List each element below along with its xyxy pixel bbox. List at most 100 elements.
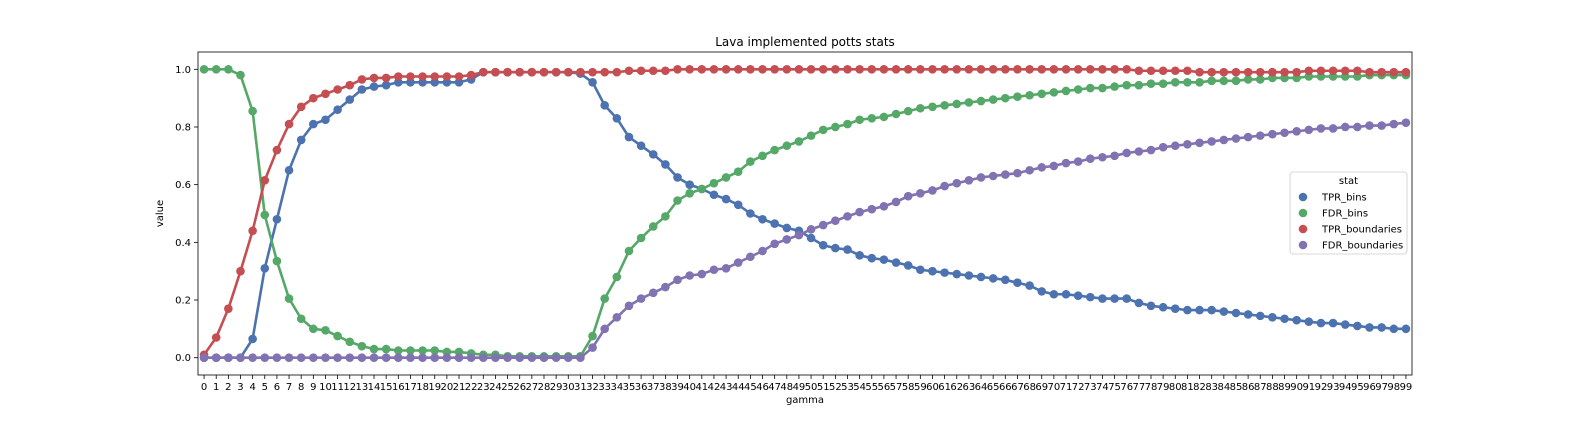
x-tick-label: 61 — [938, 382, 951, 393]
data-point — [964, 271, 974, 280]
data-point — [685, 180, 694, 189]
data-point — [661, 212, 670, 221]
x-tick-label: 21 — [453, 382, 466, 393]
data-point — [697, 184, 707, 194]
x-tick-label: 25 — [501, 382, 514, 393]
x-tick-label: 62 — [950, 382, 963, 393]
data-point — [211, 353, 221, 363]
data-point — [636, 294, 646, 303]
data-point — [1098, 83, 1107, 93]
x-tick-label: 36 — [635, 382, 648, 393]
data-point — [879, 201, 889, 211]
data-point — [588, 67, 597, 77]
data-point — [916, 65, 925, 74]
x-tick-label: 1 — [213, 382, 219, 393]
series-line — [203, 68, 1406, 356]
data-point — [1268, 313, 1277, 322]
data-point — [491, 67, 500, 77]
data-point — [1365, 323, 1374, 332]
data-point — [1025, 90, 1034, 100]
x-tick-label: 76 — [1120, 382, 1133, 393]
data-point — [1061, 158, 1071, 168]
data-point — [903, 65, 913, 74]
axes-layer: 0.00.20.40.60.81.00 1 2 3 4 5 6 7 8 9 10 11 12 13 14 15… — [175, 65, 1412, 393]
data-point — [309, 353, 318, 363]
data-point — [758, 65, 767, 74]
x-tick-label: 72 — [1072, 382, 1085, 393]
data-point — [1170, 141, 1180, 151]
x-tick-label: 57 — [890, 382, 903, 393]
x-tick-label: 7 — [286, 382, 292, 393]
data-point — [758, 151, 767, 161]
data-point — [685, 271, 694, 280]
data-point — [357, 353, 367, 363]
data-point — [406, 346, 415, 355]
x-tick-label: 64 — [975, 382, 988, 393]
data-point — [867, 65, 877, 74]
data-point — [855, 207, 864, 217]
data-point — [1292, 315, 1301, 325]
data-point — [612, 114, 622, 123]
data-point — [733, 65, 743, 74]
data-point — [903, 106, 913, 116]
data-point — [296, 102, 306, 112]
data-point — [1013, 168, 1022, 178]
x-tick-label: 54 — [853, 382, 866, 393]
x-tick-label: 51 — [817, 382, 830, 393]
series-FDR_boundaries — [199, 118, 1411, 363]
x-tick-label: 83 — [1205, 382, 1218, 393]
x-tick-label: 46 — [756, 382, 769, 393]
x-tick-label: 97 — [1375, 382, 1388, 393]
data-point — [1073, 157, 1083, 166]
data-point — [746, 65, 755, 74]
x-tick-label: 47 — [768, 382, 781, 393]
data-point — [782, 235, 792, 244]
data-point — [1195, 77, 1204, 87]
data-point — [1158, 79, 1168, 89]
data-point — [1280, 67, 1289, 77]
data-point — [199, 353, 209, 363]
x-tick-label: 65 — [987, 382, 1000, 393]
data-point — [928, 266, 937, 276]
data-point — [345, 337, 355, 347]
x-tick-label: 41 — [695, 382, 708, 393]
data-point — [248, 334, 257, 344]
x-tick-label: 68 — [1023, 382, 1036, 393]
data-point — [1061, 65, 1071, 74]
x-tick-label: 8 — [298, 382, 304, 393]
data-point — [988, 274, 998, 283]
data-point — [1195, 305, 1204, 315]
series-line — [204, 121, 1407, 360]
data-point — [1122, 65, 1132, 74]
x-tick-label: 98 — [1387, 382, 1400, 393]
data-point — [721, 65, 731, 74]
x-tick-label: 90 — [1290, 382, 1303, 393]
data-point — [1255, 75, 1265, 84]
data-point — [272, 353, 282, 363]
data-point — [831, 243, 840, 253]
x-tick-label: 75 — [1108, 382, 1121, 393]
legend-title: stat — [1339, 176, 1358, 187]
y-tick-label: 0.2 — [175, 296, 191, 307]
data-point — [357, 341, 367, 351]
x-tick-label: 79 — [1157, 382, 1170, 393]
data-point — [624, 132, 634, 142]
data-point — [551, 353, 561, 363]
x-tick-label: 5 — [262, 382, 268, 393]
data-point — [1049, 88, 1059, 97]
data-point — [1110, 151, 1119, 161]
data-point — [527, 353, 537, 363]
data-point — [236, 70, 245, 80]
data-point — [1365, 67, 1374, 77]
data-point — [709, 65, 719, 74]
data-point — [1122, 294, 1132, 303]
x-tick-label: 96 — [1363, 382, 1376, 393]
data-point — [891, 197, 901, 207]
y-tick-label: 0.8 — [175, 122, 191, 133]
data-point — [1328, 66, 1338, 76]
data-point — [1134, 66, 1144, 76]
data-point — [1195, 138, 1204, 148]
legend-marker — [1298, 208, 1308, 218]
data-point — [1110, 82, 1119, 91]
x-tick-label: 43 — [720, 382, 733, 393]
